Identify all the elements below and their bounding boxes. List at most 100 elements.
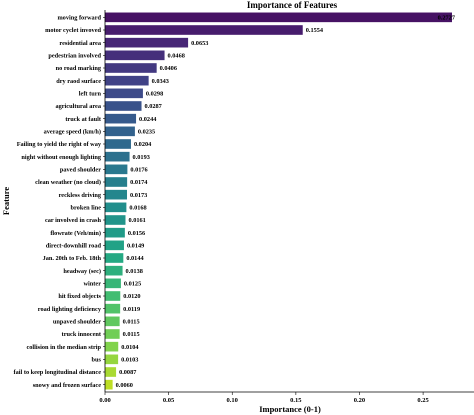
value-label-22: 0.0120 [123,293,140,300]
category-label-27: bus [92,357,102,364]
value-label-27: 0.0103 [121,357,138,364]
category-label-23: road lighting deficiency [38,306,102,313]
value-label-6: 0.0298 [146,91,163,98]
bar-23 [105,303,121,314]
category-label-15: broken line [70,205,101,212]
value-label-17: 0.0156 [128,230,145,237]
bar-10 [105,139,131,149]
x-tick-label-1: 0.05 [163,397,175,404]
category-label-7: agricultural area [55,103,101,110]
x-axis-label: Importance (0-1) [259,404,321,414]
category-label-9: average speed (km/h) [44,129,101,136]
category-label-10: Failing to yield the right of way [17,141,102,148]
bars-layer: moving forward 0.2727 motor cyclet invoved… [14,12,455,390]
value-label-14: 0.0173 [130,192,147,199]
value-label-11: 0.0193 [133,154,150,161]
bar-14 [105,189,128,200]
category-label-6: left turn [79,91,102,98]
category-label-2: residential area [59,40,101,47]
bar-4 [105,63,157,73]
value-label-2: 0.0653 [191,40,208,47]
bar-26 [105,341,119,352]
category-label-18: direct-downhill road [46,243,102,250]
value-label-28: 0.0087 [119,369,136,376]
bar-25 [105,329,120,339]
bar-29 [105,379,113,390]
bar-8 [105,113,137,124]
category-label-24: unpaved shoulder [53,319,101,326]
value-label-16: 0.0161 [128,217,145,224]
value-label-10: 0.0204 [134,141,152,148]
x-tick-label-4: 0.20 [354,397,365,404]
value-label-5: 0.0343 [152,78,169,85]
category-label-13: clean weather (no cloud) [35,179,101,186]
value-label-18: 0.0149 [127,243,144,250]
category-label-26: collision in the median strip [26,344,101,351]
category-label-1: motor cyclet invoved [45,27,101,34]
category-label-14: reckless driving [59,192,102,199]
value-label-24: 0.0115 [123,319,140,326]
category-label-5: dry raod surface [56,78,101,85]
bar-7 [105,101,142,111]
bar-12 [105,164,128,175]
category-label-29: snowy and frozen surface [33,382,101,389]
category-label-19: Jan. 20th to Feb. 18th [43,255,102,262]
ticks-layer: 0.00 0.05 0.10 0.15 0.20 0.25 [99,17,430,404]
x-tick-label-3: 0.15 [290,397,302,404]
bar-22 [105,291,121,301]
bar-20 [105,265,123,276]
bar-27 [105,354,119,365]
value-label-0: 0.2727 [438,15,455,22]
bar-16 [105,215,126,225]
value-label-19: 0.0144 [126,255,144,262]
category-label-28: fail to keep longitudinal distance [14,369,102,376]
value-label-1: 0.1554 [306,27,324,34]
value-label-3: 0.0468 [168,53,185,60]
bar-11 [105,151,130,162]
x-tick-label-5: 0.25 [417,397,429,404]
value-label-23: 0.0119 [123,306,140,313]
bar-9 [105,126,135,137]
category-label-17: flowrate (Veh/min) [50,230,101,237]
chart-title: Importance of Features [247,0,338,10]
value-label-25: 0.0115 [123,331,140,338]
value-label-13: 0.0174 [130,179,148,186]
bar-0 [105,12,452,23]
value-label-29: 0.0060 [116,382,133,389]
axes-layer [104,10,474,393]
category-label-12: paved shoulder [60,167,101,174]
value-label-26: 0.0104 [121,344,139,351]
x-tick-label-2: 0.10 [227,397,238,404]
bar-13 [105,177,128,187]
bar-28 [105,367,117,377]
bar-19 [105,253,124,263]
category-label-4: no road marking [56,65,102,72]
bar-5 [105,75,149,86]
value-label-4: 0.0406 [160,65,177,72]
bar-18 [105,240,124,251]
category-label-3: pedestrian involved [48,53,101,60]
bar-17 [105,227,125,238]
bar-15 [105,202,127,213]
value-label-21: 0.0125 [124,281,141,288]
bar-6 [105,88,143,99]
value-label-9: 0.0235 [138,129,155,136]
value-label-20: 0.0138 [126,268,143,275]
category-label-8: truck at fault [65,116,102,123]
category-label-21: winter [84,281,102,288]
category-label-16: car involved in crash [45,217,102,224]
category-label-20: headway (sec) [63,268,101,275]
category-label-0: moving forward [57,15,101,22]
value-label-12: 0.0176 [130,167,147,174]
value-label-7: 0.0287 [145,103,162,110]
value-label-15: 0.0168 [129,205,146,212]
value-label-8: 0.0244 [139,116,157,123]
bar-3 [105,50,165,61]
category-label-22: hit fixed objects [58,293,101,300]
category-label-11: night without enough lighting [21,154,101,161]
bar-21 [105,278,121,289]
category-label-25: truck innocent [62,331,102,338]
bar-2 [105,37,189,48]
bar-1 [105,25,303,35]
